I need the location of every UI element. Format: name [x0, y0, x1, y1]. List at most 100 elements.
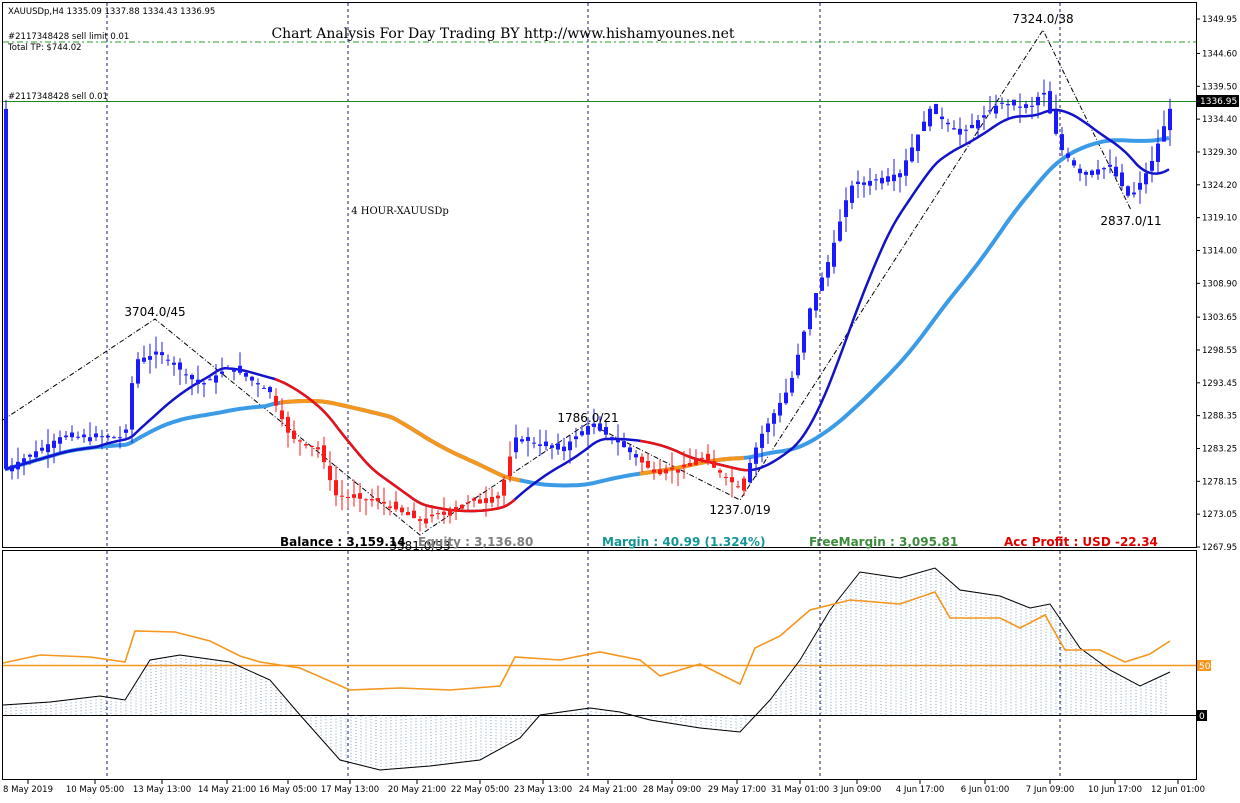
candle-body	[982, 115, 986, 118]
candle-body	[772, 413, 776, 424]
candle-body	[826, 262, 830, 278]
candle-body	[322, 445, 326, 463]
price-tick-label: 1303.65	[1202, 313, 1237, 323]
candle-body	[1000, 102, 1004, 104]
margin-label: Margin : 40.99 (1.324%)	[602, 535, 765, 549]
candle-body	[1096, 169, 1100, 175]
candle-body	[106, 435, 110, 438]
oscillator-line	[2, 567, 1171, 771]
candle-body	[754, 447, 758, 464]
price-tick-label: 1334.40	[1202, 115, 1237, 125]
time-tick-label: 10 May 05:00	[66, 785, 124, 795]
candle-body	[874, 179, 878, 181]
candle-body	[508, 456, 512, 476]
candle-body	[268, 387, 272, 393]
candle-body	[70, 432, 74, 438]
candle-body	[1048, 91, 1052, 114]
candle-body	[250, 376, 254, 381]
candle-body	[958, 128, 962, 135]
candle-body	[1138, 182, 1142, 190]
zigzag-indicator	[2, 28, 1132, 536]
candle-body	[586, 426, 590, 435]
main-chart-frame	[2, 2, 1197, 548]
candle-body	[520, 439, 524, 442]
time-tick-label: 8 May 2019	[3, 785, 53, 795]
current-price-label: 1336.95	[1200, 97, 1237, 107]
candle-body	[868, 180, 872, 186]
candle-body	[562, 446, 566, 452]
candle-body	[604, 427, 608, 435]
price-axis: 1349.95 1344.60 1339.50 1334.40 1329.30 1324.…	[1196, 15, 1237, 553]
candle-body	[502, 479, 506, 496]
candle-body	[688, 462, 692, 467]
candle-body	[766, 423, 770, 433]
candle-body	[64, 435, 68, 438]
chart-subtitle: 4 HOUR-XAUUSDp	[351, 206, 449, 217]
level-50-label: 50	[1199, 662, 1211, 672]
price-tick-label: 1344.60	[1202, 49, 1237, 59]
candle-body	[124, 429, 128, 433]
candle-body	[742, 478, 746, 491]
candle-body	[910, 147, 914, 162]
price-tick-label: 1349.95	[1202, 15, 1237, 25]
candle-body	[412, 510, 416, 519]
candle-body	[724, 476, 728, 478]
candle-body	[706, 453, 710, 463]
candle-body	[298, 440, 302, 442]
candle-body	[1102, 168, 1106, 170]
price-tick-label: 1273.05	[1202, 510, 1237, 520]
candle-body	[736, 486, 740, 488]
candle-body	[46, 444, 50, 453]
price-tick-label: 1283.25	[1202, 444, 1237, 454]
ma-fast-bear-segment	[274, 377, 516, 513]
candle-body	[1090, 170, 1094, 176]
rsi-line	[2, 591, 1171, 691]
time-tick-label: 24 May 21:00	[579, 785, 637, 795]
candle-body	[208, 379, 212, 381]
candle-body	[340, 495, 344, 497]
candle-body	[952, 128, 956, 130]
candle-body	[316, 447, 320, 450]
candle-body	[1072, 160, 1076, 166]
candle-body	[418, 519, 422, 521]
candle-body	[94, 433, 98, 438]
time-tick-label: 23 May 13:00	[514, 785, 572, 795]
price-tick-label: 1324.20	[1202, 181, 1237, 191]
candle-body	[946, 122, 950, 125]
candle-body	[892, 174, 896, 182]
candle-body	[628, 447, 632, 453]
candle-body	[676, 469, 680, 473]
candle-body	[814, 292, 818, 311]
candle-body	[136, 359, 140, 384]
candle-body	[610, 437, 614, 439]
time-tick-label: 6 Jun 01:00	[961, 785, 1010, 795]
price-tick-label: 1293.45	[1202, 379, 1237, 389]
time-tick-label: 22 May 05:00	[451, 785, 509, 795]
time-tick-label: 4 Jun 17:00	[896, 785, 945, 795]
candle-body	[424, 518, 428, 524]
price-tick-label: 1314.00	[1202, 246, 1237, 256]
price-tick-label: 1339.50	[1202, 82, 1237, 92]
price-tick-label: 1329.30	[1202, 148, 1237, 158]
candlestick-series[interactable]	[4, 79, 1172, 532]
candle-body	[184, 374, 188, 376]
candle-body	[700, 457, 704, 459]
candle-body	[904, 160, 908, 176]
candle-body	[148, 356, 152, 360]
candle-body	[592, 423, 596, 427]
candle-body	[370, 499, 374, 501]
chart-title: Chart Analysis For Day Trading BY http:/…	[271, 26, 734, 42]
candle-body	[82, 434, 86, 438]
candle-body	[820, 277, 824, 291]
candle-body	[244, 372, 248, 377]
time-tick-label: 17 May 13:00	[321, 785, 379, 795]
level-50-tag	[1197, 660, 1211, 671]
time-tick-label: 10 Jun 17:00	[1088, 785, 1142, 795]
candle-body	[388, 506, 392, 508]
candle-body	[748, 462, 752, 483]
candle-body	[544, 441, 548, 447]
candle-body	[712, 461, 716, 468]
candle-body	[1012, 99, 1016, 106]
